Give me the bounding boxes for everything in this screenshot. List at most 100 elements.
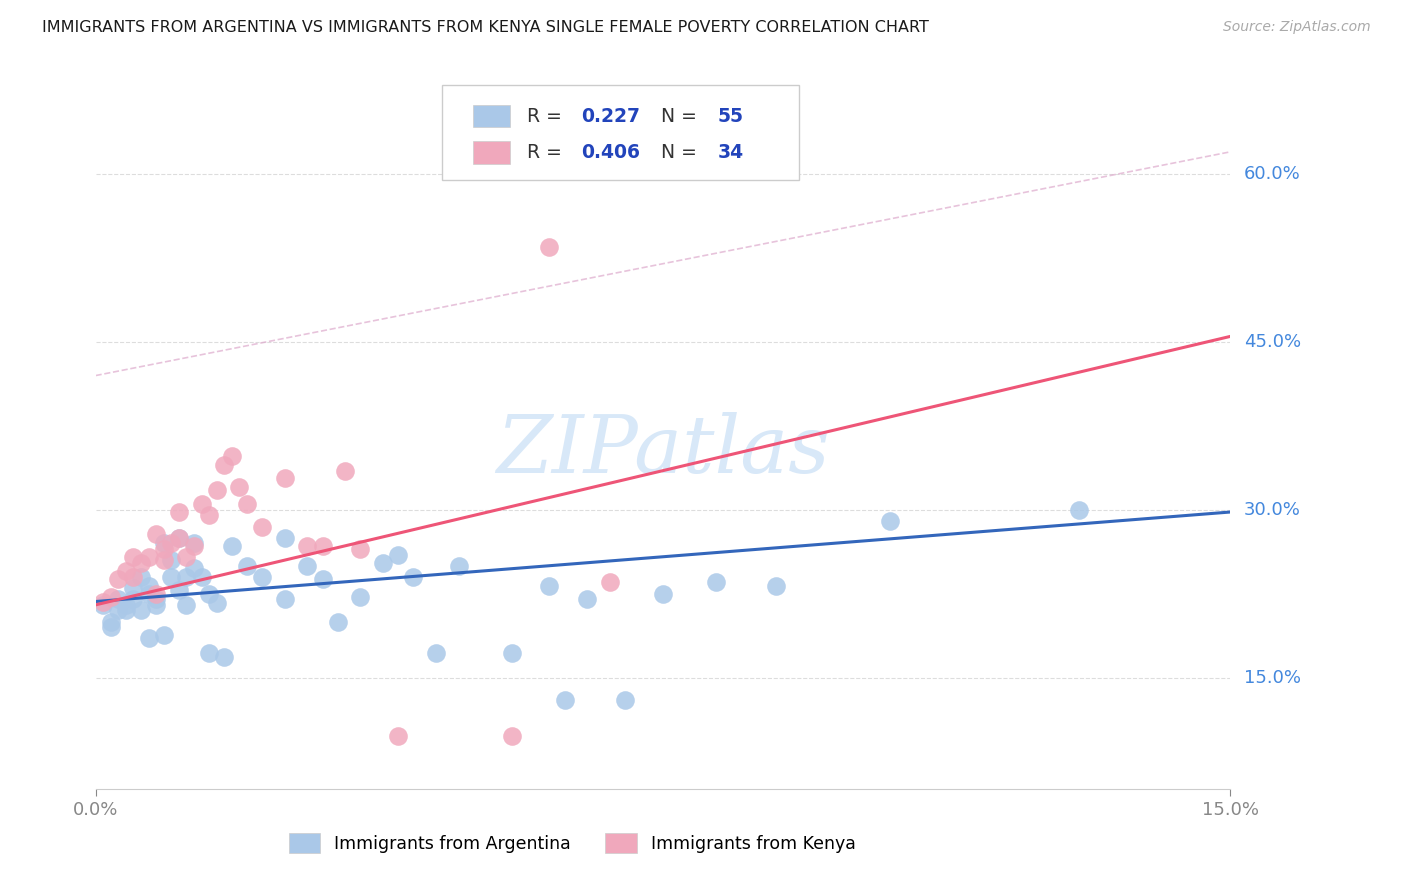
- Point: [326, 615, 349, 629]
- Point: [176, 549, 198, 564]
- Text: 15.0%: 15.0%: [1244, 669, 1301, 687]
- Text: N =: N =: [661, 107, 703, 126]
- Point: [576, 592, 599, 607]
- Point: [447, 558, 470, 573]
- Point: [274, 531, 297, 545]
- Text: 0.406: 0.406: [581, 143, 640, 162]
- Point: [371, 557, 394, 571]
- Point: [122, 592, 145, 607]
- Point: [387, 548, 409, 562]
- Point: [212, 650, 235, 665]
- Point: [198, 508, 221, 523]
- Point: [554, 693, 576, 707]
- Point: [1067, 503, 1090, 517]
- FancyBboxPatch shape: [441, 85, 799, 180]
- Point: [115, 564, 138, 578]
- Point: [152, 541, 174, 556]
- Point: [198, 587, 221, 601]
- Point: [100, 590, 122, 604]
- Point: [145, 598, 167, 612]
- Point: [879, 514, 901, 528]
- Point: [176, 598, 198, 612]
- Point: [152, 536, 174, 550]
- Point: [205, 596, 228, 610]
- Point: [297, 539, 319, 553]
- Point: [167, 583, 190, 598]
- Point: [335, 464, 357, 478]
- Point: [212, 458, 235, 472]
- Point: [250, 519, 273, 533]
- Point: [167, 531, 190, 545]
- Point: [122, 581, 145, 595]
- Point: [297, 558, 319, 573]
- Text: 30.0%: 30.0%: [1244, 500, 1301, 519]
- Point: [91, 598, 114, 612]
- Point: [91, 594, 114, 608]
- Point: [160, 570, 183, 584]
- Point: [122, 570, 145, 584]
- Point: [160, 553, 183, 567]
- Point: [145, 527, 167, 541]
- Text: 34: 34: [717, 143, 744, 162]
- Point: [349, 590, 371, 604]
- Point: [138, 632, 160, 646]
- Text: Source: ZipAtlas.com: Source: ZipAtlas.com: [1223, 20, 1371, 34]
- Point: [236, 558, 259, 573]
- Point: [349, 541, 371, 556]
- Point: [250, 570, 273, 584]
- Text: 45.0%: 45.0%: [1244, 333, 1302, 351]
- FancyBboxPatch shape: [474, 141, 510, 164]
- Point: [115, 598, 138, 612]
- Point: [176, 570, 198, 584]
- Point: [501, 646, 523, 660]
- Point: [425, 646, 447, 660]
- FancyBboxPatch shape: [474, 105, 510, 128]
- Point: [599, 575, 621, 590]
- Point: [138, 549, 160, 564]
- Point: [129, 603, 152, 617]
- Point: [198, 646, 221, 660]
- Point: [274, 592, 297, 607]
- Point: [190, 497, 212, 511]
- Point: [152, 628, 174, 642]
- Legend: Immigrants from Argentina, Immigrants from Kenya: Immigrants from Argentina, Immigrants fr…: [280, 824, 865, 862]
- Text: ZIPatlas: ZIPatlas: [496, 412, 830, 490]
- Point: [107, 572, 129, 586]
- Point: [107, 592, 129, 607]
- Point: [614, 693, 637, 707]
- Point: [145, 592, 167, 607]
- Point: [236, 497, 259, 511]
- Point: [167, 505, 190, 519]
- Text: 60.0%: 60.0%: [1244, 165, 1301, 183]
- Point: [138, 579, 160, 593]
- Point: [167, 531, 190, 545]
- Point: [100, 615, 122, 629]
- Point: [183, 536, 205, 550]
- Text: 55: 55: [717, 107, 744, 126]
- Point: [115, 603, 138, 617]
- Point: [402, 570, 425, 584]
- Point: [387, 729, 409, 743]
- Text: R =: R =: [527, 143, 568, 162]
- Point: [221, 449, 243, 463]
- Point: [311, 539, 333, 553]
- Point: [152, 553, 174, 567]
- Point: [145, 587, 167, 601]
- Text: 0.227: 0.227: [581, 107, 640, 126]
- Point: [190, 570, 212, 584]
- Point: [221, 539, 243, 553]
- Point: [183, 561, 205, 575]
- Point: [122, 549, 145, 564]
- Point: [538, 579, 561, 593]
- Point: [205, 483, 228, 497]
- Point: [501, 729, 523, 743]
- Point: [652, 587, 675, 601]
- Point: [160, 536, 183, 550]
- Point: [704, 575, 727, 590]
- Point: [100, 620, 122, 634]
- Point: [765, 579, 787, 593]
- Point: [183, 539, 205, 553]
- Point: [138, 587, 160, 601]
- Point: [228, 480, 250, 494]
- Point: [274, 471, 297, 485]
